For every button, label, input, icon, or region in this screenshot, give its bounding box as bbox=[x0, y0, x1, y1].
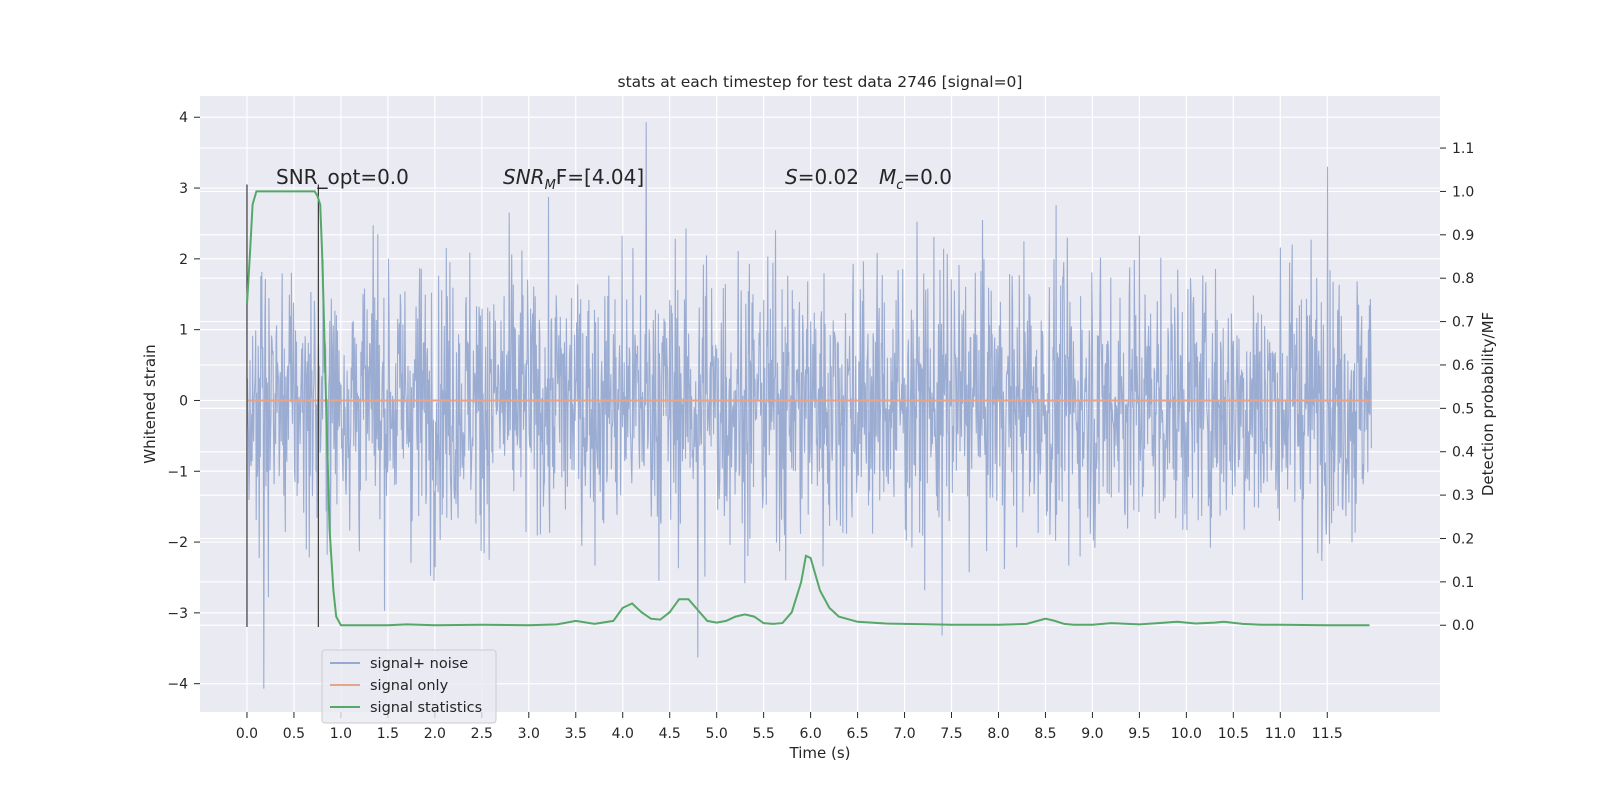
x-tick-label: 8.5 bbox=[1034, 726, 1056, 742]
x-tick-label: 10.5 bbox=[1218, 726, 1249, 742]
y-tick-label: −4 bbox=[167, 677, 188, 693]
x-tick-label: 11.0 bbox=[1265, 726, 1296, 742]
y-tick-labels: 4 3 2 1 0 −1 −2 −3 −4 bbox=[167, 110, 200, 693]
y-tick-label: −3 bbox=[167, 606, 188, 622]
x-tick-label: 4.0 bbox=[612, 726, 634, 742]
x-tick-label: 2.0 bbox=[424, 726, 446, 742]
y2-tick-label: 0.7 bbox=[1452, 315, 1474, 331]
y2-tick-label: 0.4 bbox=[1452, 445, 1474, 461]
annotation-snr-mf: SNRMF=[4.04] bbox=[503, 165, 644, 193]
y2-tick-label: 0.3 bbox=[1452, 488, 1474, 504]
x-tick-label: 7.0 bbox=[893, 726, 915, 742]
x-tick-label: 8.0 bbox=[987, 726, 1009, 742]
x-tick-label: 7.5 bbox=[940, 726, 962, 742]
chart-title: stats at each timestep for test data 274… bbox=[618, 73, 1023, 91]
x-tick-label: 10.0 bbox=[1171, 726, 1202, 742]
annotation-s: S=0.02 bbox=[785, 165, 859, 189]
y-tick-label: 3 bbox=[179, 181, 188, 197]
y-tick-label: 1 bbox=[179, 323, 188, 339]
signal-statistics-series bbox=[246, 190, 1370, 627]
x-tick-label: 0.5 bbox=[283, 726, 305, 742]
y-tick-label: −2 bbox=[167, 535, 188, 551]
x-tick-label: 2.5 bbox=[471, 726, 493, 742]
vertical-markers bbox=[246, 184, 319, 628]
x-axis-label: Time (s) bbox=[789, 744, 851, 762]
x-tick-label: 4.5 bbox=[659, 726, 681, 742]
y2-axis-label: Detection probability/MF bbox=[1479, 312, 1497, 496]
legend-label-stats: signal statistics bbox=[370, 700, 482, 716]
x-tick-labels: 0.0 0.5 1.0 1.5 2.0 2.5 3.0 3.5 4.0 4.5 5.0 5.5 6.0 6… bbox=[236, 712, 1343, 742]
x-tick-label: 1.0 bbox=[330, 726, 352, 742]
y2-tick-label: 0.6 bbox=[1452, 358, 1474, 374]
y2-tick-label: 1.1 bbox=[1452, 141, 1474, 157]
x-tick-label: 0.0 bbox=[236, 726, 258, 742]
x-tick-label: 6.0 bbox=[799, 726, 821, 742]
y2-tick-label: 0.5 bbox=[1452, 401, 1474, 417]
annotation-mc: Mc=0.0 bbox=[879, 165, 952, 193]
y2-tick-label: 0.9 bbox=[1452, 228, 1474, 244]
x-tick-label: 11.5 bbox=[1312, 726, 1343, 742]
legend-label-signal: signal only bbox=[370, 678, 449, 694]
x-tick-label: 3.0 bbox=[518, 726, 540, 742]
x-tick-label: 3.5 bbox=[565, 726, 587, 742]
signal-statistics-line bbox=[246, 190, 1370, 627]
x-tick-label: 9.0 bbox=[1081, 726, 1103, 742]
legend-label-noise: signal+ noise bbox=[370, 656, 468, 672]
y2-tick-label: 0.8 bbox=[1452, 271, 1474, 287]
y-tick-label: 2 bbox=[179, 252, 188, 268]
x-tick-label: 5.5 bbox=[753, 726, 775, 742]
legend: signal+ noise signal only signal statist… bbox=[321, 649, 497, 724]
x-tick-label: 9.5 bbox=[1128, 726, 1150, 742]
x-tick-label: 6.5 bbox=[846, 726, 868, 742]
y2-tick-label: 0.1 bbox=[1452, 575, 1474, 591]
y-tick-label: −1 bbox=[167, 464, 188, 480]
legend-box bbox=[321, 649, 497, 724]
y2-tick-labels: 1.1 1.0 0.9 0.8 0.7 0.6 0.5 0.4 0.3 0.2 0.1 0.0 bbox=[1440, 141, 1474, 634]
y-axis-label: Whitened strain bbox=[141, 344, 159, 463]
y2-tick-label: 0.0 bbox=[1452, 618, 1474, 634]
y2-tick-label: 0.2 bbox=[1452, 531, 1474, 547]
y2-tick-label: 1.0 bbox=[1452, 184, 1474, 200]
x-tick-label: 1.5 bbox=[377, 726, 399, 742]
annotation-snr-opt: SNR_opt=0.0 bbox=[276, 165, 409, 189]
x-tick-label: 5.0 bbox=[706, 726, 728, 742]
y-tick-label: 4 bbox=[179, 110, 188, 126]
y-tick-label: 0 bbox=[179, 393, 188, 409]
